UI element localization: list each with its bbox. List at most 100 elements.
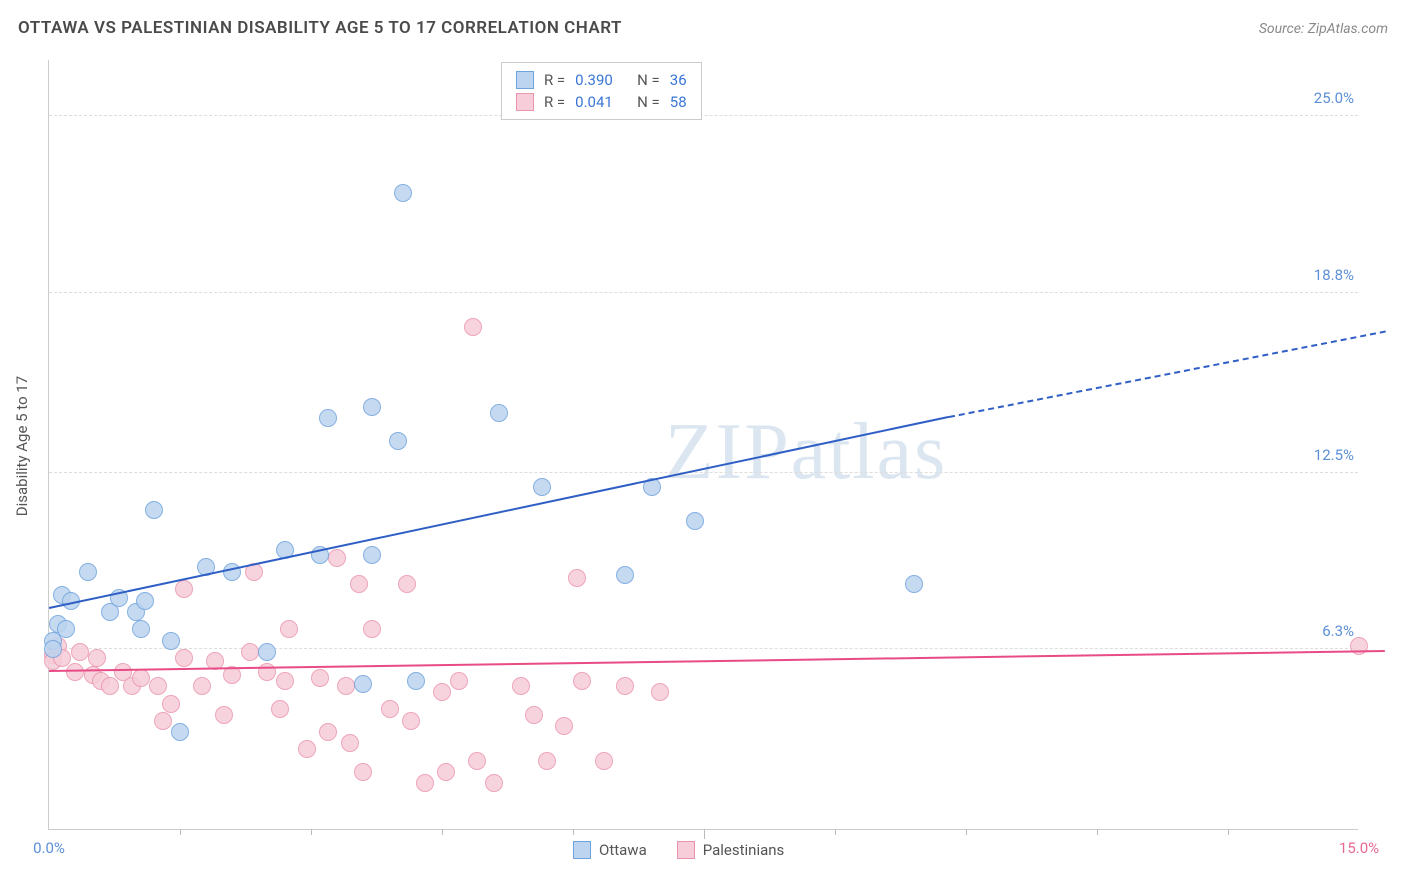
y-tick-label: 18.8% (1314, 266, 1360, 284)
data-point (350, 575, 368, 593)
data-point (162, 632, 180, 650)
data-point (363, 398, 381, 416)
data-point (298, 740, 316, 758)
chart-container: OTTAWA VS PALESTINIAN DISABILITY AGE 5 T… (0, 0, 1406, 892)
gridline (49, 115, 1358, 116)
data-point (363, 620, 381, 638)
data-point (416, 774, 434, 792)
data-point (354, 675, 372, 693)
x-tick-major (704, 829, 705, 839)
trend-line-dashed (948, 331, 1385, 419)
legend-swatch (516, 71, 534, 89)
legend-stats-row: R = 0.041 N = 58 (516, 91, 687, 113)
data-point (337, 677, 355, 695)
legend-r-value: 0.041 (575, 93, 627, 111)
x-tick (180, 829, 181, 835)
data-point (311, 669, 329, 687)
legend-n-value: 36 (670, 71, 687, 89)
data-point (66, 663, 84, 681)
data-point (328, 549, 346, 567)
data-point (686, 512, 704, 530)
data-point (241, 643, 259, 661)
x-tick (442, 829, 443, 835)
watermark: ZIPatlas (665, 407, 948, 498)
data-point (363, 546, 381, 564)
data-point (485, 774, 503, 792)
chart-title: OTTAWA VS PALESTINIAN DISABILITY AGE 5 T… (18, 18, 622, 38)
gridline (49, 292, 1358, 293)
data-point (407, 672, 425, 690)
x-tick-label: 0.0% (33, 839, 65, 857)
x-tick-label: 15.0% (1339, 839, 1379, 857)
data-point (389, 432, 407, 450)
legend-stats: R =0.390N =36R =0.041N =58 (501, 62, 702, 120)
data-point (394, 184, 412, 202)
data-point (437, 763, 455, 781)
data-point (171, 723, 189, 741)
data-point (101, 677, 119, 695)
data-point (193, 677, 211, 695)
data-point (258, 643, 276, 661)
data-point (145, 501, 163, 519)
data-point (433, 683, 451, 701)
x-tick (311, 829, 312, 835)
data-point (79, 563, 97, 581)
data-point (450, 672, 468, 690)
data-point (136, 592, 154, 610)
data-point (538, 752, 556, 770)
source-credit: Source: ZipAtlas.com (1259, 21, 1388, 37)
x-tick (1228, 829, 1229, 835)
data-point (149, 677, 167, 695)
x-tick (835, 829, 836, 835)
legend-swatch (516, 93, 534, 111)
data-point (341, 734, 359, 752)
data-point (398, 575, 416, 593)
data-point (533, 478, 551, 496)
data-point (319, 409, 337, 427)
gridline (49, 472, 1358, 473)
data-point (1350, 637, 1368, 655)
legend-stats-row: R =0.390N =36 (516, 69, 687, 91)
data-point (215, 706, 233, 724)
legend-item: Ottawa (573, 841, 647, 859)
data-point (525, 706, 543, 724)
data-point (271, 700, 289, 718)
title-bar: OTTAWA VS PALESTINIAN DISABILITY AGE 5 T… (18, 18, 1388, 38)
y-tick-label: 12.5% (1314, 446, 1360, 464)
data-point (132, 669, 150, 687)
legend-swatch (677, 841, 695, 859)
data-point (490, 404, 508, 422)
legend-n-label: N = (637, 93, 660, 111)
legend-n-value: 58 (670, 93, 687, 111)
data-point (280, 620, 298, 638)
data-point (555, 717, 573, 735)
y-tick-label: 25.0% (1314, 89, 1360, 107)
legend-n-label: N = (637, 71, 660, 89)
data-point (402, 712, 420, 730)
data-point (616, 677, 634, 695)
legend-bottom: Ottawa Palestinians (573, 841, 784, 859)
data-point (88, 649, 106, 667)
data-point (71, 643, 89, 661)
data-point (381, 700, 399, 718)
data-point (319, 723, 337, 741)
data-point (175, 649, 193, 667)
legend-item: Palestinians (677, 841, 785, 859)
data-point (616, 566, 634, 584)
data-point (905, 575, 923, 593)
x-tick (573, 829, 574, 835)
y-axis-label: Disability Age 5 to 17 (13, 376, 31, 516)
data-point (154, 712, 172, 730)
data-point (162, 695, 180, 713)
data-point (354, 763, 372, 781)
data-point (651, 683, 669, 701)
data-point (512, 677, 530, 695)
plot-area: ZIPatlas 6.3%12.5%18.8%25.0%0.0%15.0%R =… (48, 60, 1358, 830)
legend-r-label: R = (544, 93, 565, 111)
data-point (595, 752, 613, 770)
legend-item-label: Ottawa (599, 841, 647, 859)
data-point (175, 580, 193, 598)
data-point (464, 318, 482, 336)
legend-r-label: R = (544, 71, 565, 89)
x-tick (1097, 829, 1098, 835)
